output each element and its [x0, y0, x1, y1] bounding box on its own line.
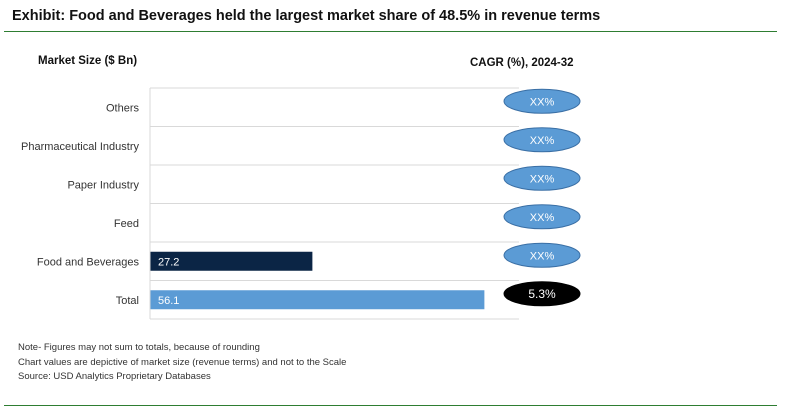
cagr-value-label: XX%	[530, 96, 555, 108]
bar-value-label: 27.2	[158, 256, 179, 268]
cagr-bubble	[503, 165, 581, 191]
cagr-header: CAGR (%), 2024-32	[470, 57, 574, 69]
category-label: Others	[106, 102, 140, 114]
cagr-value-label: 5.3%	[528, 287, 556, 301]
cagr-bubble	[503, 242, 581, 268]
y-axis-label: Market Size ($ Bn)	[38, 55, 138, 67]
bottom-rule	[4, 405, 777, 406]
cagr-bubble	[503, 127, 581, 153]
cagr-bubble	[503, 204, 581, 230]
category-label: Feed	[114, 218, 139, 230]
note-rounding: Note- Figures may not sum to totals, bec…	[18, 342, 260, 353]
cagr-bubble	[503, 88, 581, 114]
chart-grid	[149, 87, 519, 320]
note-source: Source: USD Analytics Proprietary Databa…	[18, 371, 211, 383]
chart-notes: Note- Figures may not sum to totals, bec…	[18, 341, 346, 385]
page-title: Exhibit: Food and Beverages held the lar…	[12, 8, 601, 24]
category-label: Pharmaceutical Industry	[21, 141, 139, 153]
category-labels: Others Pharmaceutical Industry Paper Indus…	[21, 102, 139, 307]
note-scale: Chart values are depictive of market siz…	[18, 356, 347, 368]
category-label: Food and Beverages	[37, 256, 140, 268]
category-label: Paper Industry	[67, 179, 139, 191]
bar	[150, 290, 485, 310]
cagr-value-label: XX%	[530, 173, 555, 185]
cagr-bubble	[503, 281, 581, 307]
cagr-value-label: XX%	[530, 212, 555, 224]
cagr-value-label: XX%	[530, 250, 555, 262]
cagr-bubbles: XX% XX% XX% XX% XX% 5.3%	[503, 88, 581, 307]
cagr-value-label: XX%	[530, 135, 555, 147]
category-label: Total	[116, 295, 139, 307]
bar	[150, 251, 313, 271]
bar-value-label: 56.1	[158, 295, 179, 307]
bars: 27.2 56.1	[150, 251, 485, 310]
top-rule	[4, 31, 777, 32]
